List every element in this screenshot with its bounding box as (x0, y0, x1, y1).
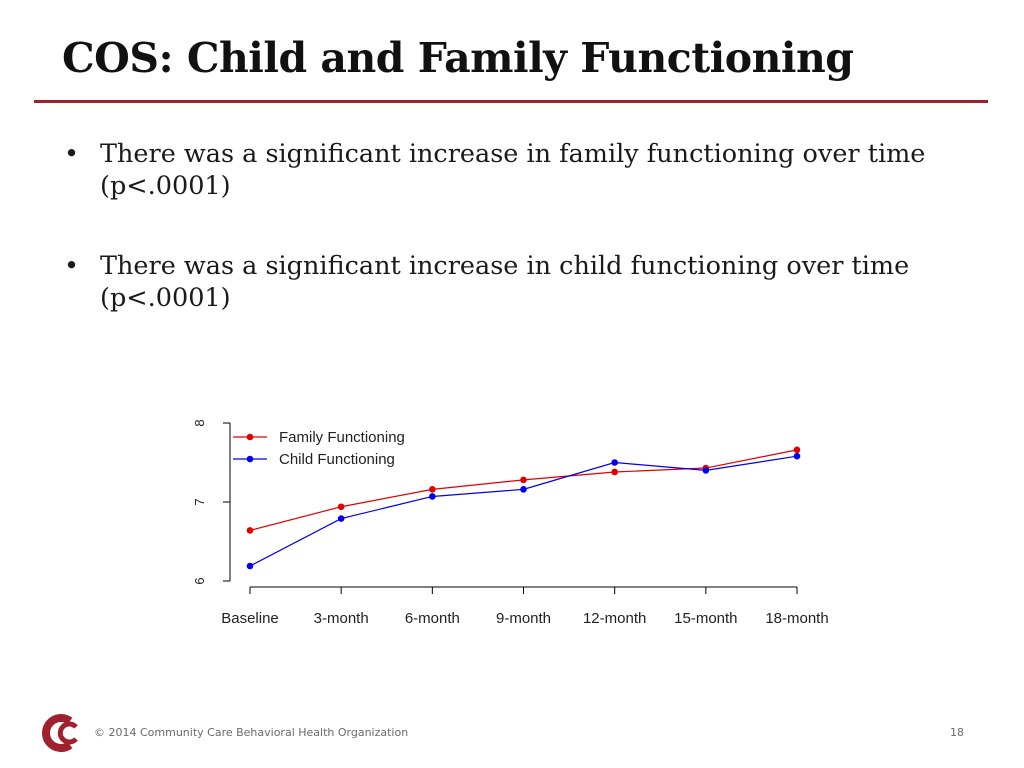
data-point (429, 493, 436, 500)
chart-svg: 6 7 8 Baseline 3-month 6-month 9-month 12-month… (192, 419, 829, 627)
legend-marker (246, 433, 254, 441)
legend-marker (246, 455, 254, 463)
legend-label: Child Functioning (279, 451, 395, 468)
y-tick-label: 7 (192, 498, 207, 505)
line-chart: 6 7 8 Baseline 3-month 6-month 9-month 12-month… (180, 405, 840, 640)
x-tick-label: 18-month (765, 610, 828, 627)
bullet-item: • There was a significant increase in ch… (64, 250, 984, 314)
y-tick-label: 6 (192, 577, 207, 584)
page-number: 18 (950, 726, 964, 739)
bullet-dot-icon: • (64, 251, 80, 281)
bullet-list: • There was a significant increase in fa… (64, 138, 984, 362)
data-point (246, 562, 254, 570)
bullet-item: • There was a significant increase in fa… (64, 138, 984, 202)
x-tick-label: 9-month (496, 610, 551, 627)
series-line (249, 455, 798, 567)
data-point (793, 446, 801, 454)
x-tick-label: Baseline (221, 610, 279, 627)
data-point (611, 459, 618, 466)
data-point (429, 486, 436, 493)
x-tick-label: 3-month (314, 610, 369, 627)
data-point (337, 515, 345, 522)
x-tick-label: 12-month (583, 610, 646, 627)
community-care-logo-icon (42, 714, 78, 752)
x-tick-label: 15-month (674, 610, 737, 627)
bullet-text: There was a significant increase in chil… (100, 251, 910, 313)
data-point (702, 467, 710, 474)
data-point (337, 503, 345, 511)
legend-label: Family Functioning (279, 429, 405, 446)
data-point (611, 468, 618, 476)
y-tick-label: 8 (192, 419, 207, 426)
footer-copyright: © 2014 Community Care Behavioral Health … (94, 726, 409, 739)
data-point (246, 527, 254, 534)
bullet-dot-icon: • (64, 139, 80, 169)
x-tick-label: 6-month (405, 610, 460, 627)
bullet-text: There was a significant increase in fami… (100, 139, 926, 201)
data-point (520, 476, 527, 484)
data-point (793, 452, 801, 460)
data-point (520, 486, 527, 493)
slide-title: COS: Child and Family Functioning (62, 34, 854, 82)
title-divider (34, 100, 988, 103)
